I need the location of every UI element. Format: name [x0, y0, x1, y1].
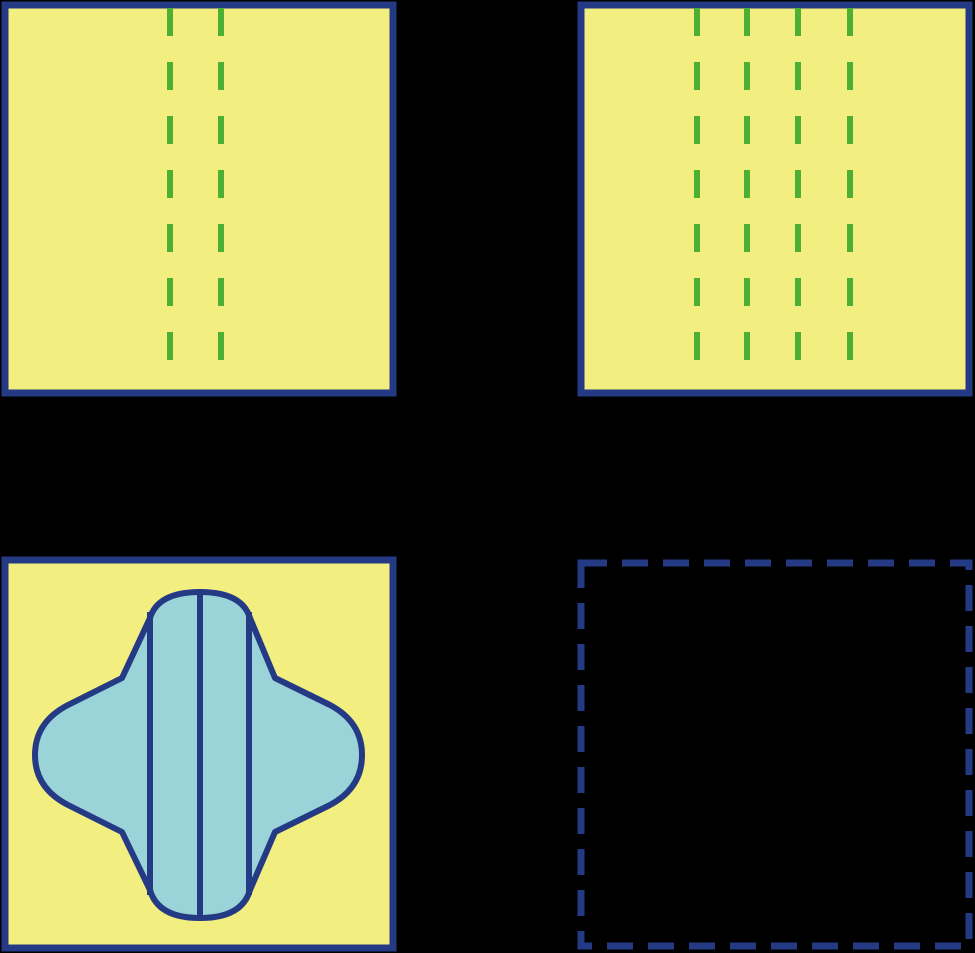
panel-top-right-square: [577, 1, 973, 397]
panel-top-left: [1, 1, 397, 397]
panel-top-left-square: [1, 1, 397, 397]
answer-placeholder: [577, 559, 973, 950]
panel-bottom-left: [1, 556, 397, 952]
panel-top-right: [577, 1, 973, 397]
panel-bottom-right: [577, 559, 973, 950]
